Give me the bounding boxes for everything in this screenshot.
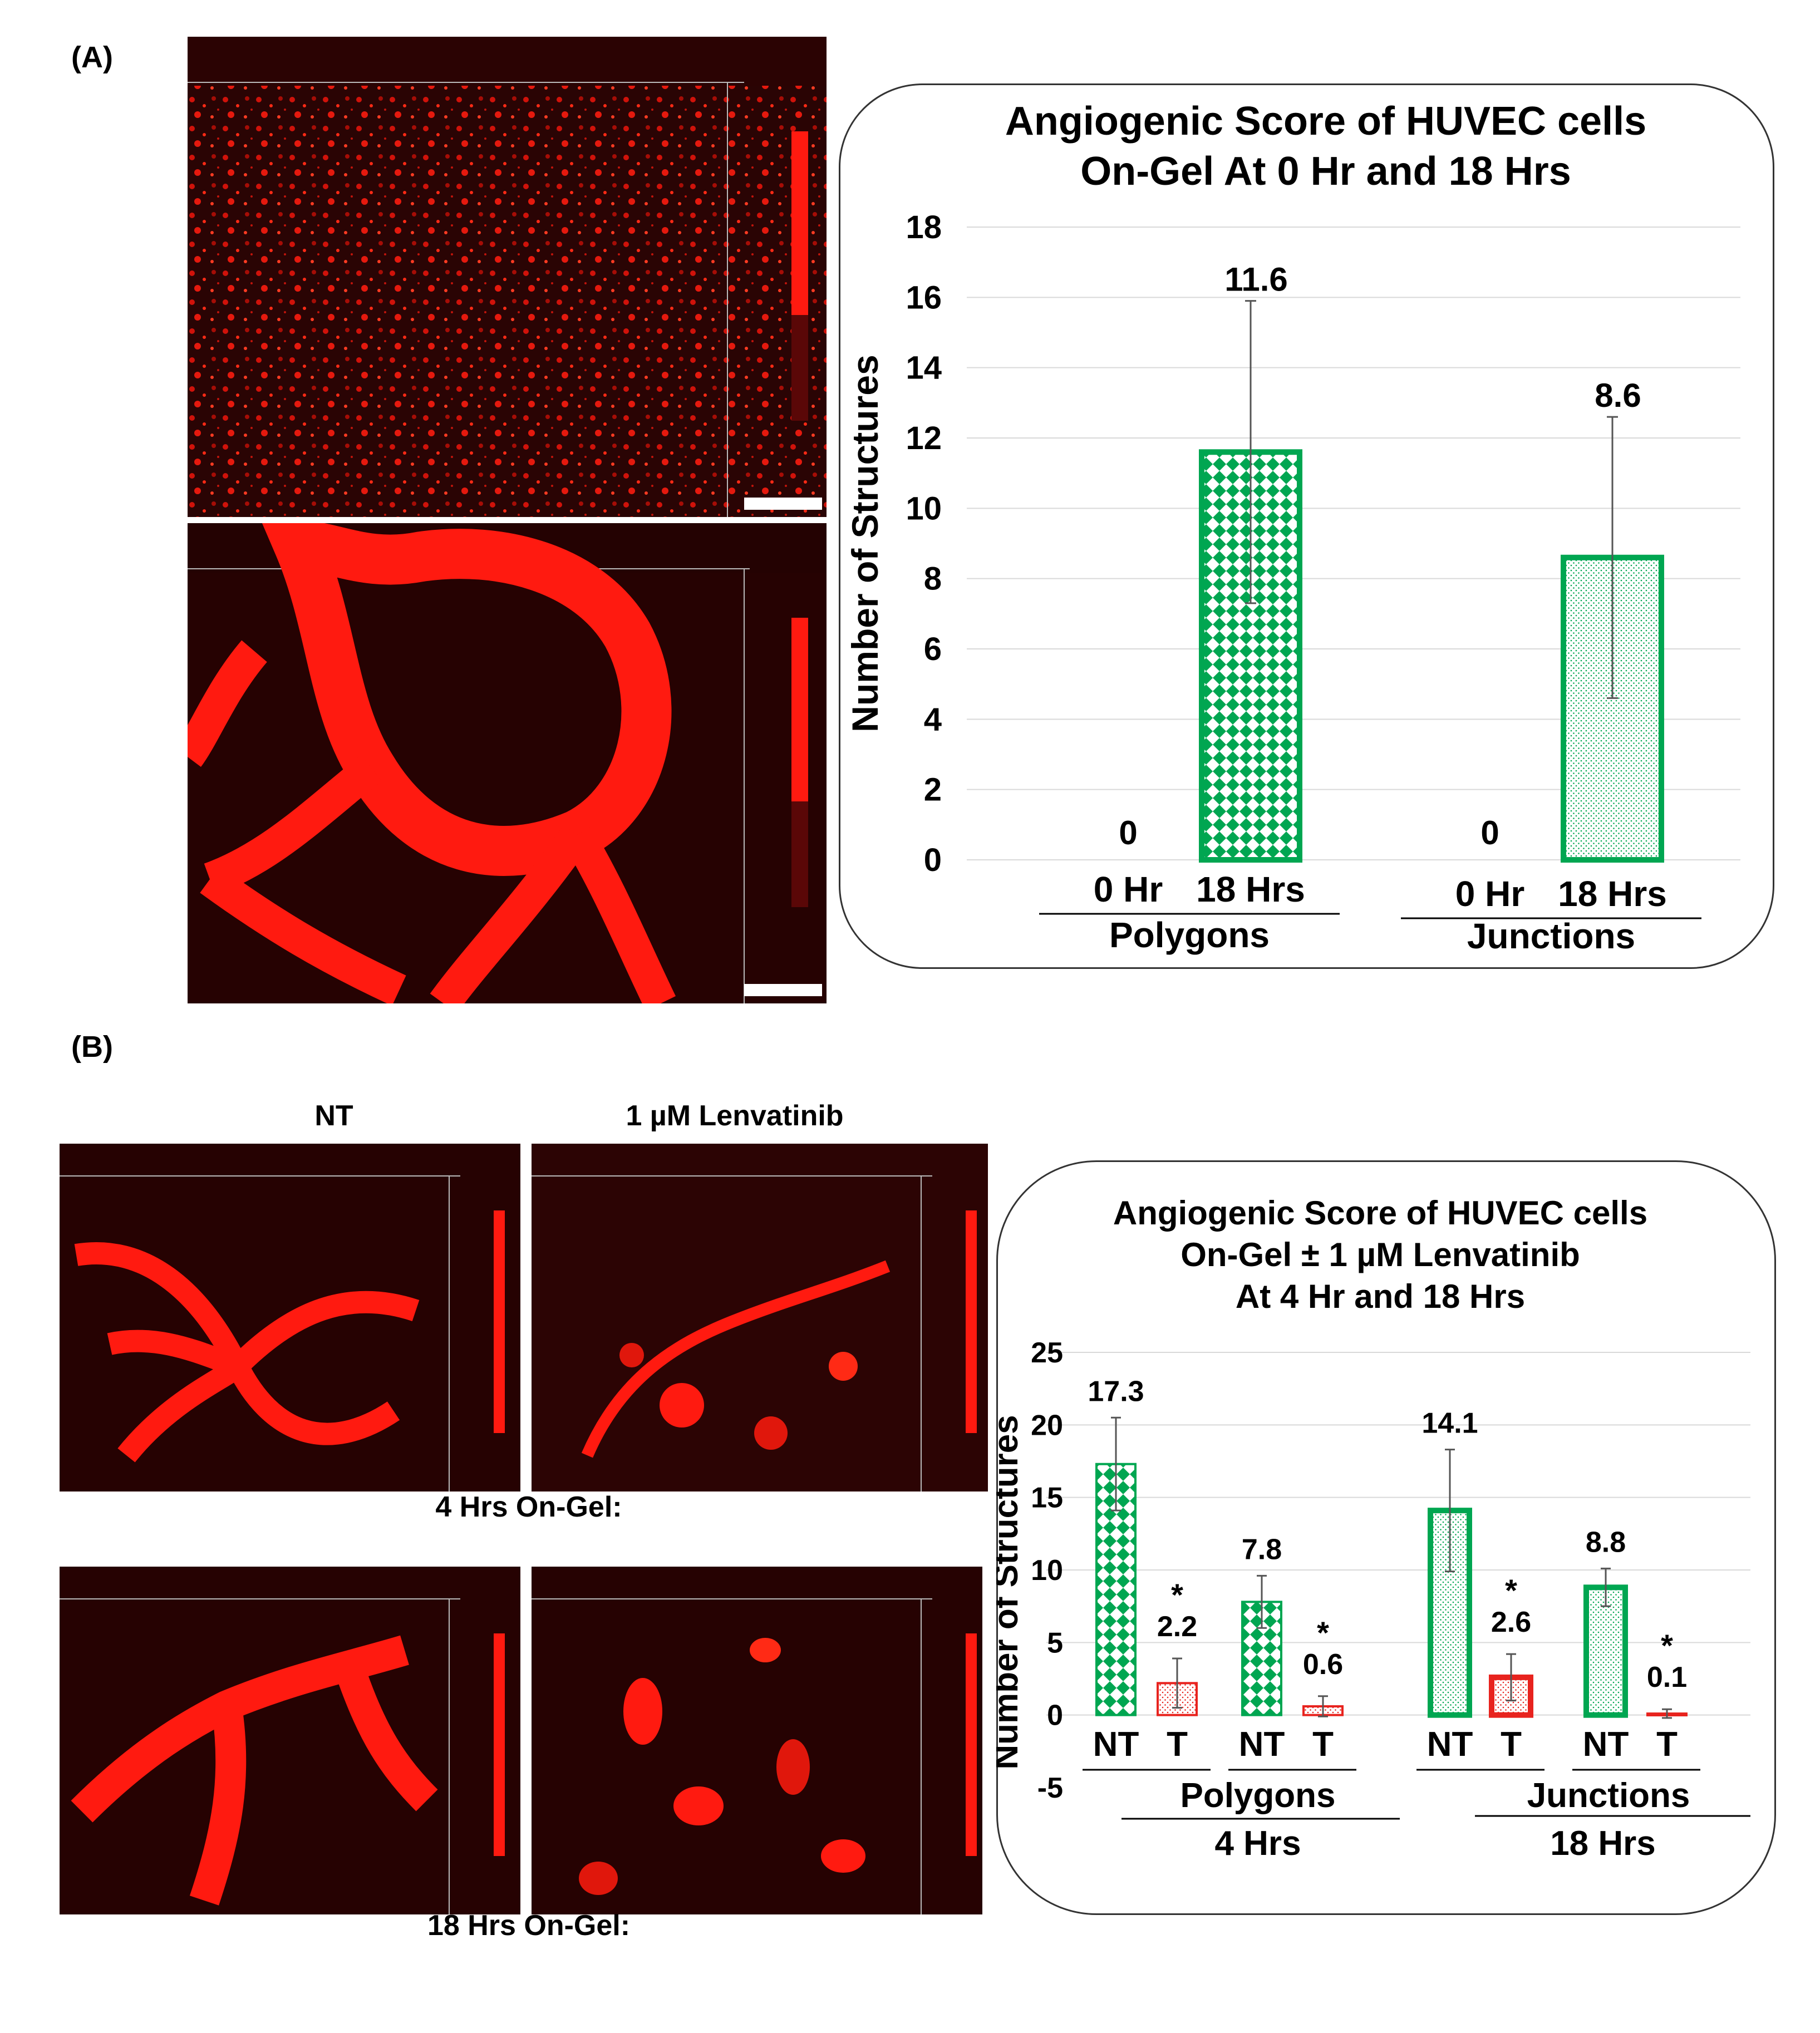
column-label-lenvatinib: 1 µM Lenvatinib: [626, 1100, 844, 1132]
data-label: 17.3: [1088, 1375, 1144, 1407]
y-tick-label: 14: [906, 350, 942, 386]
y-tick-label: 2: [924, 772, 942, 808]
chart-title: Angiogenic Score of HUVEC cells: [1113, 1194, 1647, 1232]
micrograph-4hr-lenvatinib: [532, 1144, 988, 1491]
y-tick-label: -5: [1037, 1772, 1063, 1804]
y-tick-label: 4: [924, 701, 942, 737]
x-tick-label: NT: [1093, 1725, 1139, 1764]
y-tick-label: 8: [924, 561, 942, 597]
data-label: 0: [1119, 814, 1137, 851]
y-tick-label: 16: [906, 279, 942, 316]
x-tick-label: 18 Hrs: [1196, 869, 1305, 909]
data-label: 0: [1480, 814, 1499, 851]
significance-star: *: [1171, 1577, 1183, 1612]
x-tick-label: 0 Hr: [1455, 874, 1525, 914]
micrograph-4hr-nt: [60, 1144, 520, 1491]
y-axis-label: Number of Structures: [996, 1415, 1025, 1769]
micrograph-18hr-nt: [60, 1567, 520, 1914]
column-label-nt: NT: [314, 1100, 353, 1132]
data-label: 0.6: [1303, 1648, 1343, 1681]
micrograph-a-bottom: [188, 523, 827, 1003]
y-tick-label: 10: [906, 490, 942, 526]
y-tick-label: 0: [1047, 1700, 1063, 1732]
micrograph-a-top: [188, 37, 827, 517]
chart-subtitle: On-Gel ± 1 µM Lenvatinib: [1180, 1236, 1580, 1273]
group-label: Polygons: [1180, 1776, 1335, 1815]
group-label: Junctions: [1467, 916, 1635, 956]
row-label-4hrs: 4 Hrs On-Gel:: [435, 1491, 622, 1523]
group-label: Polygons: [1109, 915, 1270, 955]
x-tick-label: T: [1656, 1725, 1678, 1764]
significance-star: *: [1317, 1615, 1329, 1650]
data-label: 2.6: [1491, 1606, 1531, 1638]
y-tick-label: 0: [924, 842, 942, 878]
y-tick-label: 15: [1031, 1482, 1063, 1514]
x-tick-label: 0 Hr: [1094, 869, 1163, 909]
x-tick-label: NT: [1427, 1725, 1473, 1764]
chart-subtitle: On-Gel At 0 Hr and 18 Hrs: [1080, 149, 1571, 194]
data-label: 0.1: [1647, 1661, 1687, 1694]
y-tick-label: 5: [1047, 1627, 1063, 1659]
bar: [1583, 1584, 1628, 1718]
y-tick-label: 6: [924, 631, 942, 667]
data-label: 2.2: [1157, 1611, 1197, 1643]
chart-a: Angiogenic Score of HUVEC cells On-Gel At…: [844, 99, 1740, 956]
data-label: 8.8: [1586, 1526, 1626, 1558]
x-tick-label: T: [1167, 1725, 1188, 1764]
data-label: 11.6: [1224, 261, 1287, 298]
data-label: 8.6: [1595, 377, 1641, 414]
chart-title: Angiogenic Score of HUVEC cells: [1005, 99, 1646, 144]
micrograph-18hr-lenvatinib: [532, 1567, 982, 1914]
x-tick-label: NT: [1239, 1725, 1285, 1764]
significance-star: *: [1661, 1628, 1673, 1663]
data-label: 14.1: [1421, 1407, 1478, 1440]
significance-star: *: [1505, 1573, 1517, 1608]
x-tick-label: NT: [1583, 1725, 1629, 1764]
y-tick-label: 25: [1031, 1337, 1063, 1369]
data-label: 7.8: [1242, 1533, 1282, 1566]
panel-b-label: (B): [71, 1030, 113, 1064]
x-tick-label: 18 Hrs: [1558, 874, 1667, 914]
chart-subtitle-2: At 4 Hr and 18 Hrs: [1236, 1278, 1525, 1315]
y-tick-label: 20: [1031, 1409, 1063, 1441]
y-tick-label: 12: [906, 420, 942, 456]
time-label: 4 Hrs: [1214, 1824, 1301, 1863]
time-label: 18 Hrs: [1550, 1824, 1656, 1863]
x-tick-label: T: [1501, 1725, 1522, 1764]
group-label: Junctions: [1527, 1776, 1690, 1815]
panel-a-label: (A): [71, 41, 113, 74]
y-tick-label: 10: [1031, 1554, 1063, 1587]
y-tick-label: 18: [906, 209, 942, 245]
row-label-18hrs: 18 Hrs On-Gel:: [427, 1909, 631, 1942]
y-axis-label: Number of Structures: [844, 355, 886, 732]
x-tick-label: T: [1312, 1725, 1334, 1764]
chart-b: Angiogenic Score of HUVEC cells On-Gel ± …: [996, 1194, 1750, 1863]
